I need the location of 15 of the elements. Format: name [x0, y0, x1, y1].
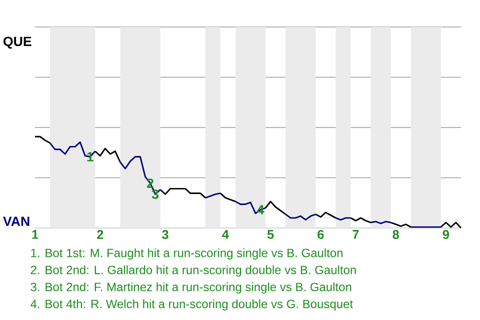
- text: 4. Bot 4th: R. Welch hit a run-scoring double vs G. Bousquet: [30, 299, 353, 311]
- x-tick-label: 6: [318, 230, 324, 239]
- x-tick-label: 3: [162, 230, 168, 240]
- x-tick-label: 7: [352, 230, 359, 239]
- x-tick-label: 1: [32, 230, 38, 239]
- text: 1. Bot 1st: M. Faught hit a run-scoring single vs B. Gaulton: [31, 248, 342, 260]
- text: VAN: [3, 216, 30, 226]
- text: QUE: [3, 36, 32, 49]
- x-tick-label: 4: [222, 230, 229, 239]
- x-tick-label: 5: [267, 230, 274, 239]
- x-tick-label: 9: [442, 230, 450, 239]
- x-tick-label: 2: [97, 230, 104, 239]
- text: 2. Bot 2nd: L. Gallardo hit a run-scoring double vs B. Gaulton: [30, 265, 356, 277]
- x-tick-label: 8: [392, 230, 399, 239]
- text: 3. Bot 2nd: F. Martinez hit a run-scoring single vs B. Gaulton: [30, 282, 352, 294]
